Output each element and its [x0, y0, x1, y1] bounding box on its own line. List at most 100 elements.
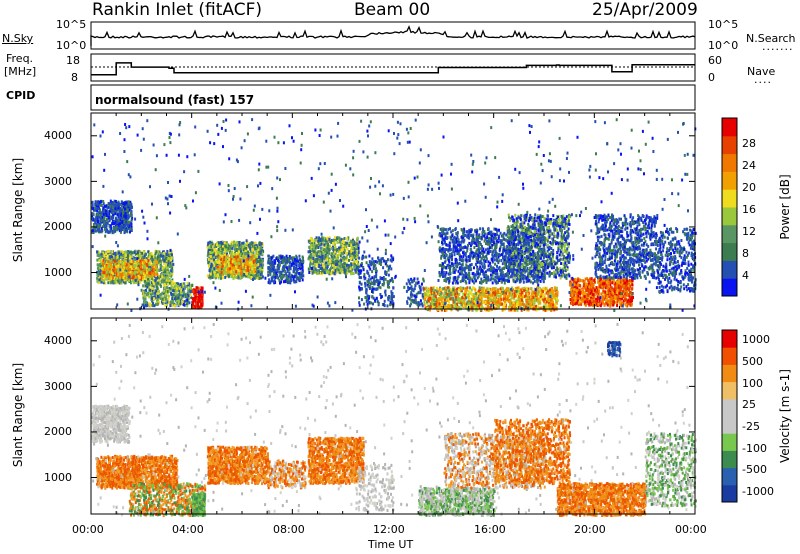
echo-cell [268, 278, 270, 281]
echo-cell [213, 276, 215, 279]
echo-cell [311, 260, 313, 263]
echo-cell [422, 293, 424, 296]
echo-cell [187, 282, 189, 285]
echo-cell [290, 276, 292, 279]
echo-cell [176, 297, 178, 300]
echo-cell [172, 289, 174, 292]
echo-cell [286, 276, 288, 279]
echo-cell [256, 252, 258, 255]
echo-cell [387, 258, 389, 261]
echo-cell [251, 257, 253, 260]
echo-cell [221, 271, 223, 274]
echo-cell [380, 260, 382, 263]
echo-cell [158, 255, 160, 258]
echo-cell [246, 272, 248, 275]
echo-cell [126, 229, 128, 232]
echo-cell [377, 287, 379, 290]
echo-cell [368, 255, 370, 258]
echo-cell [166, 277, 168, 280]
echo-cell [308, 240, 310, 243]
echo-cell [159, 294, 161, 297]
echo-cell [358, 257, 360, 260]
echo-cell [321, 269, 323, 272]
echo-cell [311, 254, 313, 257]
echo-cell [192, 302, 194, 305]
echo-cell [97, 220, 99, 223]
echo-cell [100, 269, 102, 272]
echo-cell [371, 290, 373, 293]
echo-cell [171, 297, 173, 300]
echo-cell [378, 282, 380, 285]
echo-cell [111, 222, 113, 225]
echo-cell [130, 228, 132, 231]
echo-cell [145, 298, 147, 301]
echo-cell [130, 222, 132, 225]
echo-cell [210, 273, 212, 276]
echo-cell [385, 260, 387, 263]
echo-cell [355, 245, 357, 248]
echo-cell [249, 253, 251, 256]
echo-cell [214, 261, 216, 264]
echo-cell [363, 273, 365, 276]
echo-cell [262, 259, 264, 262]
echo-cell [120, 273, 122, 276]
echo-cell [96, 207, 98, 210]
echo-cell [337, 254, 339, 257]
echo-cell [247, 269, 249, 272]
echo-cell [386, 271, 388, 274]
echo-cell [320, 260, 322, 263]
echo-cell [371, 257, 373, 260]
figure [0, 0, 800, 554]
echo-cell [174, 297, 176, 300]
echo-cell [229, 267, 231, 270]
echo-cell [102, 200, 104, 203]
echo-cell [124, 228, 126, 231]
echo-cell [177, 285, 179, 288]
echo-cell [127, 208, 129, 211]
echo-cell [118, 251, 120, 254]
echo-cell [237, 255, 239, 258]
echo-cell [227, 260, 229, 263]
echo-cell [285, 264, 287, 267]
echo-cell [161, 280, 163, 283]
echo-cell [114, 203, 116, 206]
echo-cell [106, 229, 108, 232]
echo-cell [246, 259, 248, 262]
echo-cell [122, 269, 124, 272]
echo-cell [101, 255, 103, 258]
echo-cell [146, 304, 148, 307]
nsky-series-line [91, 27, 695, 46]
echo-cell [112, 216, 114, 219]
echo-cell [358, 301, 360, 304]
echo-cell [368, 275, 370, 278]
echo-cell [147, 250, 149, 253]
echo-cell [163, 252, 165, 255]
echo-cell [183, 291, 185, 294]
echo-cell [234, 248, 236, 251]
echo-cell [365, 283, 367, 286]
echo-cell [377, 256, 379, 259]
echo-cell [110, 273, 112, 276]
echo-cell [380, 286, 382, 289]
echo-cell [376, 279, 378, 282]
echo-cell [100, 223, 102, 226]
echo-cell [233, 271, 235, 274]
echo-cell [119, 210, 121, 213]
echo-cell [117, 206, 119, 209]
echo-cell [224, 266, 226, 269]
echo-cell [108, 216, 110, 219]
echo-cell [96, 251, 98, 254]
echo-cell [106, 218, 108, 221]
echo-cell [114, 222, 116, 225]
echo-cell [163, 276, 165, 279]
echo-cell [210, 255, 212, 258]
echo-cell [165, 263, 167, 266]
echo-cell [167, 266, 169, 269]
echo-cell [319, 239, 321, 242]
echo-cell [297, 277, 299, 280]
echo-cell [202, 296, 204, 299]
echo-cell [103, 254, 105, 257]
echo-cell [146, 271, 148, 274]
echo-cell [124, 203, 126, 206]
echo-cell [261, 249, 263, 252]
